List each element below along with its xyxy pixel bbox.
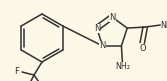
Text: NH₂: NH₂ <box>161 21 167 30</box>
Text: N: N <box>99 41 106 50</box>
Text: N: N <box>94 24 101 33</box>
Text: N: N <box>109 12 116 21</box>
Text: F: F <box>15 67 19 76</box>
Text: NH₂: NH₂ <box>115 62 130 71</box>
Text: O: O <box>140 44 146 53</box>
